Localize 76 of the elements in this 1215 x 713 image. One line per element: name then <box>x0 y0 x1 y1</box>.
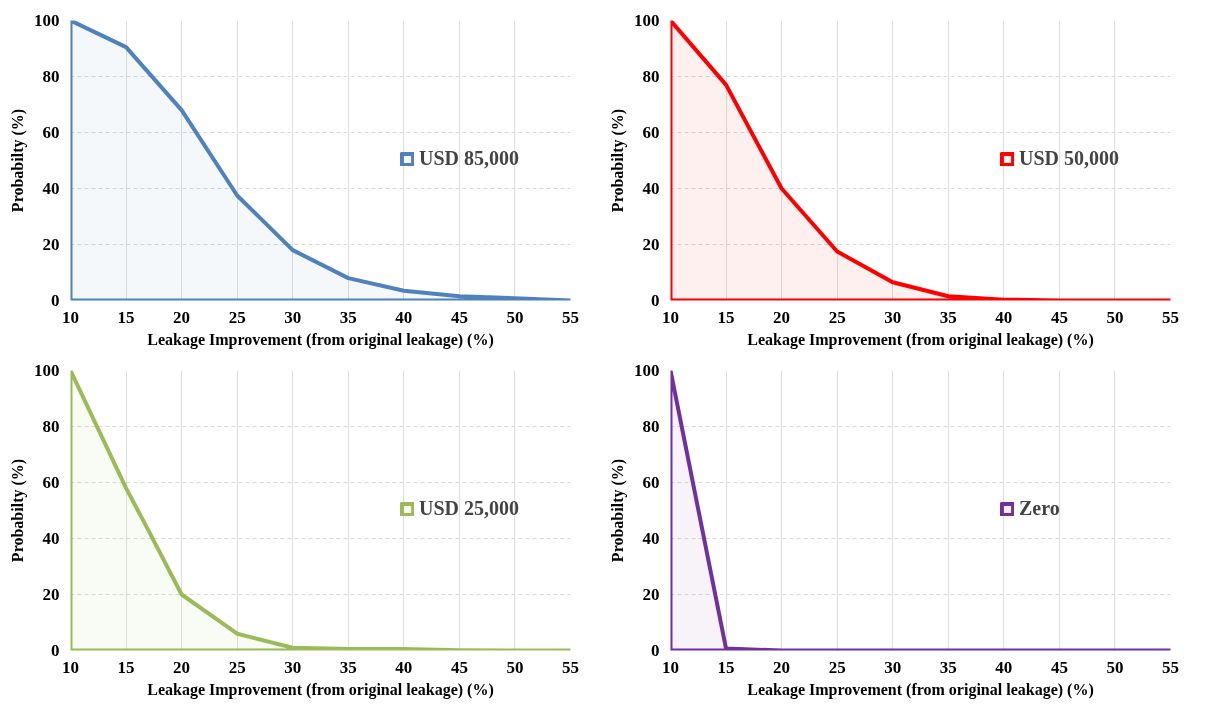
y-tick-label: 0 <box>651 291 660 310</box>
x-tick-label: 20 <box>773 657 791 677</box>
y-tick-label: 100 <box>34 361 60 380</box>
legend-label: Zero <box>1019 497 1060 520</box>
y-axis-title: Probabilty (%) <box>9 458 27 563</box>
y-axis-title: Probabilty (%) <box>609 108 627 213</box>
x-tick-label: 45 <box>450 307 468 327</box>
y-tick-label: 0 <box>51 641 60 660</box>
x-tick-label: 55 <box>562 307 579 327</box>
x-tick-label: 25 <box>228 657 246 677</box>
y-tick-label: 80 <box>42 417 60 436</box>
x-tick-label: 15 <box>717 307 735 327</box>
x-tick-label: 25 <box>228 307 246 327</box>
x-axis-title: Leakage Improvement (from original leakage) (%) <box>147 330 494 349</box>
legend-label: USD 85,000 <box>419 147 520 170</box>
x-tick-label: 40 <box>995 657 1013 677</box>
x-axis-title: Leakage Improvement (from original leakage) (%) <box>747 330 1094 349</box>
y-tick-label: 20 <box>642 585 660 604</box>
x-tick-label: 10 <box>62 657 79 677</box>
y-tick-label: 40 <box>642 529 660 548</box>
x-tick-label: 50 <box>506 657 524 677</box>
y-tick-label: 20 <box>42 235 60 254</box>
x-tick-label: 20 <box>173 307 191 327</box>
y-tick-label: 40 <box>42 529 60 548</box>
y-tick-label: 0 <box>651 641 660 660</box>
y-tick-label: 60 <box>642 123 660 142</box>
x-tick-label: 10 <box>662 307 679 327</box>
y-tick-label: 80 <box>42 67 60 86</box>
x-tick-label: 45 <box>1050 657 1068 677</box>
legend-label: USD 50,000 <box>1019 147 1120 170</box>
y-tick-label: 80 <box>642 67 660 86</box>
x-axis-title: Leakage Improvement (from original leakage) (%) <box>147 680 494 699</box>
x-tick-label: 20 <box>173 657 191 677</box>
y-tick-label: 100 <box>34 11 60 30</box>
x-tick-label: 15 <box>117 307 135 327</box>
x-tick-label: 30 <box>884 657 902 677</box>
x-tick-label: 25 <box>828 657 846 677</box>
x-tick-label: 45 <box>450 657 468 677</box>
x-tick-label: 15 <box>717 657 735 677</box>
y-axis-title: Probabilty (%) <box>609 458 627 563</box>
y-tick-label: 60 <box>42 473 60 492</box>
y-axis-title: Probabilty (%) <box>9 108 27 213</box>
y-tick-label: 60 <box>642 473 660 492</box>
x-tick-label: 50 <box>506 307 524 327</box>
legend-label: USD 25,000 <box>419 497 520 520</box>
x-tick-label: 35 <box>939 307 957 327</box>
x-tick-label: 35 <box>939 657 957 677</box>
x-tick-label: 10 <box>62 307 79 327</box>
x-tick-label: 30 <box>284 657 302 677</box>
y-tick-label: 40 <box>42 179 60 198</box>
x-tick-label: 25 <box>828 307 846 327</box>
x-tick-label: 35 <box>339 307 357 327</box>
y-tick-label: 80 <box>642 417 660 436</box>
y-tick-label: 40 <box>642 179 660 198</box>
y-tick-label: 20 <box>642 235 660 254</box>
x-tick-label: 35 <box>339 657 357 677</box>
x-tick-label: 40 <box>395 657 413 677</box>
x-tick-label: 20 <box>773 307 791 327</box>
x-tick-label: 10 <box>662 657 679 677</box>
x-tick-label: 50 <box>1106 307 1124 327</box>
x-axis-title: Leakage Improvement (from original leakage) (%) <box>747 680 1094 699</box>
x-tick-label: 50 <box>1106 657 1124 677</box>
y-tick-label: 20 <box>42 585 60 604</box>
x-tick-label: 40 <box>395 307 413 327</box>
x-tick-label: 55 <box>1162 307 1179 327</box>
y-tick-label: 0 <box>51 291 60 310</box>
x-tick-label: 55 <box>1162 657 1179 677</box>
x-tick-label: 30 <box>284 307 302 327</box>
x-tick-label: 15 <box>117 657 135 677</box>
x-tick-label: 45 <box>1050 307 1068 327</box>
x-tick-label: 40 <box>995 307 1013 327</box>
x-tick-label: 55 <box>562 657 579 677</box>
x-tick-label: 30 <box>884 307 902 327</box>
y-tick-label: 100 <box>634 11 660 30</box>
y-tick-label: 100 <box>634 361 660 380</box>
y-tick-label: 60 <box>42 123 60 142</box>
